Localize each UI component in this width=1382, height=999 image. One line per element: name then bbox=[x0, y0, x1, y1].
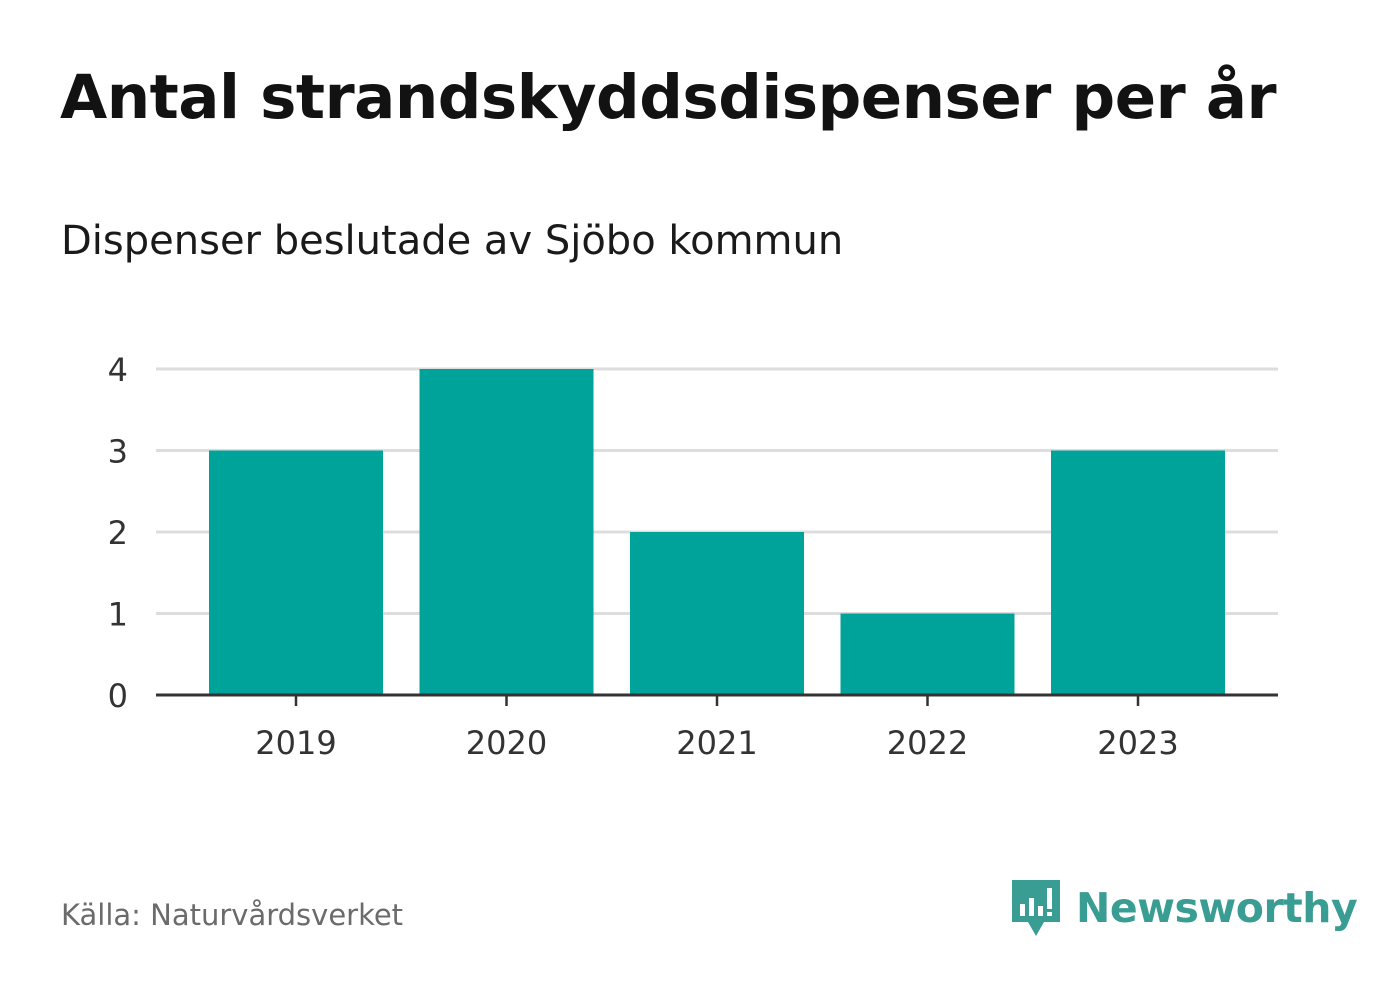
brand-logo: Newsworthy bbox=[1010, 878, 1358, 938]
bar-2019 bbox=[209, 450, 383, 695]
bar-2021 bbox=[630, 532, 804, 695]
chart-title: Antal strandskyddsdispenser per år bbox=[60, 62, 1277, 133]
bar-2023 bbox=[1051, 450, 1225, 695]
bar-2022 bbox=[840, 613, 1015, 695]
x-tick-label: 2021 bbox=[676, 724, 757, 762]
y-tick-label: 2 bbox=[108, 514, 128, 552]
y-tick-label: 3 bbox=[108, 433, 128, 471]
chart-subtitle: Dispenser beslutade av Sjöbo kommun bbox=[61, 218, 844, 264]
y-tick-label: 1 bbox=[108, 596, 128, 634]
brand-name: Newsworthy bbox=[1076, 884, 1358, 932]
newsworthy-logo-icon bbox=[1012, 880, 1060, 936]
y-tick-label: 0 bbox=[108, 677, 128, 715]
x-tick-label: 2022 bbox=[887, 724, 968, 762]
x-tick-label: 2020 bbox=[466, 724, 547, 762]
bar-2020 bbox=[419, 369, 594, 695]
x-tick-label: 2023 bbox=[1097, 724, 1178, 762]
source-note: Källa: Naturvårdsverket bbox=[61, 898, 404, 932]
x-tick-label: 2019 bbox=[255, 724, 336, 762]
y-tick-label: 4 bbox=[108, 351, 128, 389]
